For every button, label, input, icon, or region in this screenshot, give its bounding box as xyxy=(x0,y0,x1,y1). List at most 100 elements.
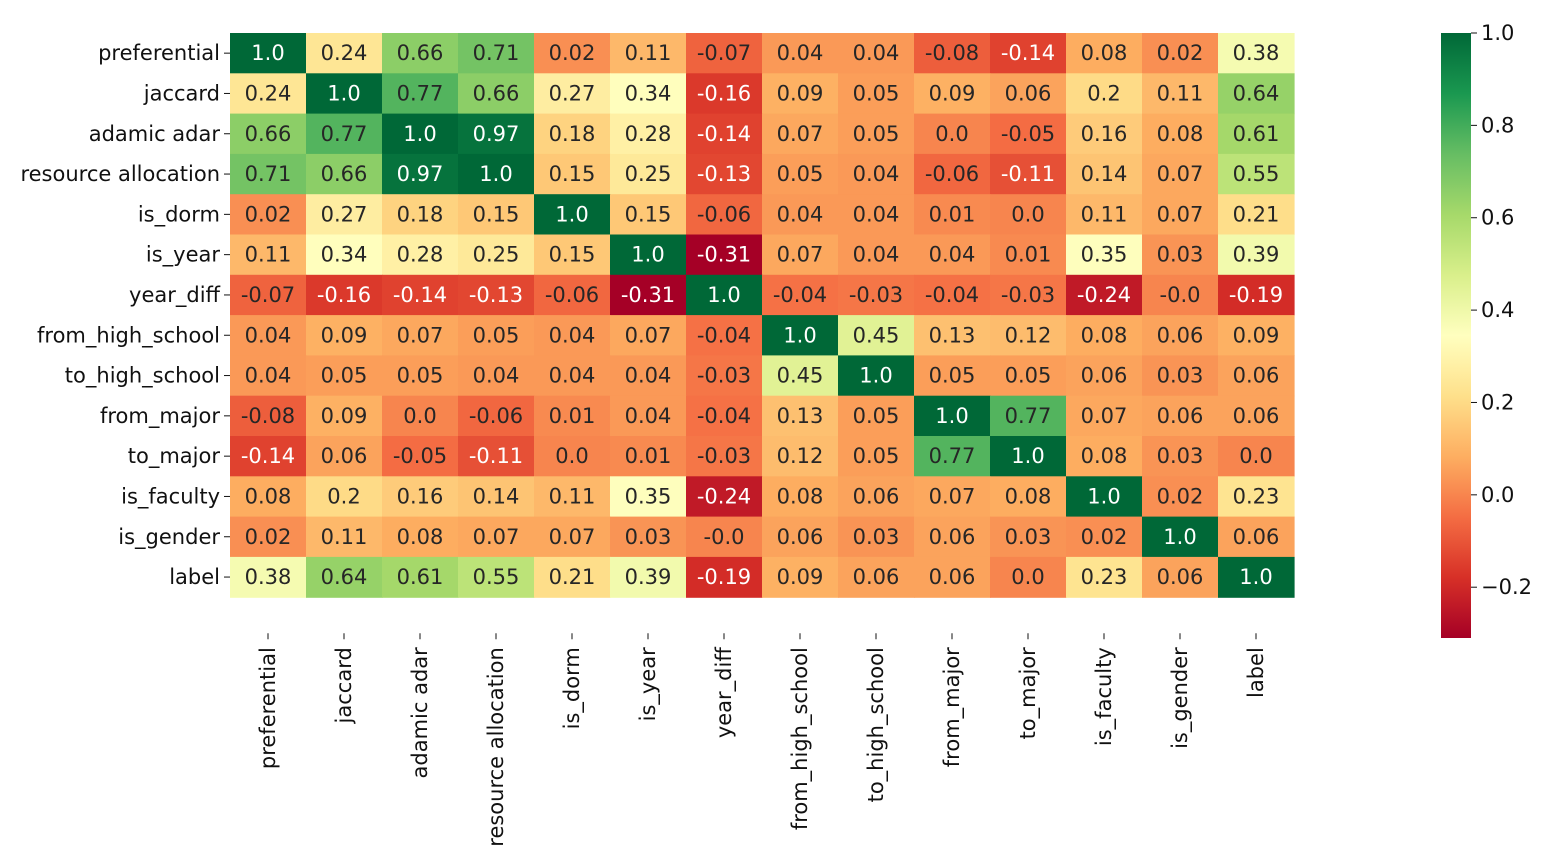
cell-value-label: 0.0 xyxy=(1011,565,1044,589)
heatmap-cell xyxy=(914,234,991,276)
heatmap-cell xyxy=(838,113,915,155)
cell-value-label: 1.0 xyxy=(555,202,588,226)
cell-value-label: -0.06 xyxy=(925,162,979,186)
cell-value-label: 0.03 xyxy=(853,525,900,549)
heatmap-cell xyxy=(990,556,1067,598)
heatmap-cell xyxy=(534,73,611,115)
cell-value-label: 0.03 xyxy=(1157,444,1204,468)
heatmap-cell xyxy=(306,516,383,558)
heatmap-cell xyxy=(686,33,763,74)
heatmap-cell xyxy=(1142,234,1219,276)
heatmap-cell xyxy=(1218,355,1295,397)
cell-value-label: 0.71 xyxy=(473,41,520,65)
cell-value-label: 0.04 xyxy=(929,243,976,267)
cell-value-label: 0.07 xyxy=(397,323,444,347)
column-tick-label: is_gender xyxy=(1168,647,1193,749)
cell-value-label: 0.15 xyxy=(549,162,596,186)
heatmap-cell xyxy=(990,315,1067,356)
cell-value-label: 0.06 xyxy=(321,444,368,468)
heatmap-cell xyxy=(1066,234,1143,276)
heatmap-cell xyxy=(914,436,991,477)
cell-value-label: 0.13 xyxy=(777,404,824,428)
heatmap-cell xyxy=(610,234,687,276)
heatmap-cell xyxy=(838,274,915,316)
cell-value-label: 1.0 xyxy=(1163,525,1196,549)
heatmap-cell xyxy=(990,274,1067,316)
heatmap-cell xyxy=(534,234,611,276)
heatmap-cell xyxy=(838,556,915,598)
heatmap-cell xyxy=(610,33,687,74)
cell-value-label: 0.06 xyxy=(1233,404,1280,428)
cell-value-label: 0.02 xyxy=(1081,525,1128,549)
cell-value-label: 0.07 xyxy=(549,525,596,549)
cell-value-label: 0.38 xyxy=(1233,41,1280,65)
heatmap-cell xyxy=(382,73,459,115)
cell-value-label: 0.08 xyxy=(777,484,824,508)
column-tick-label: resource allocation xyxy=(484,647,508,847)
cell-value-label: 0.04 xyxy=(853,243,900,267)
cell-value-label: 0.05 xyxy=(777,162,824,186)
cell-value-label: 0.08 xyxy=(1081,444,1128,468)
heatmap-cell xyxy=(1142,194,1219,236)
heatmap-cell xyxy=(686,274,763,316)
heatmap-cell xyxy=(1066,476,1143,518)
heatmap-cell xyxy=(230,556,307,598)
heatmap-cell xyxy=(1066,153,1143,195)
cell-value-label: 0.06 xyxy=(929,565,976,589)
heatmap-cell xyxy=(762,274,839,316)
cell-value-label: 0.02 xyxy=(549,41,596,65)
heatmap-cell xyxy=(990,476,1067,518)
cell-value-label: 0.77 xyxy=(1005,404,1052,428)
cell-value-label: 0.0 xyxy=(935,122,968,146)
cell-value-label: 0.08 xyxy=(245,484,292,508)
heatmap-cell xyxy=(838,153,915,195)
cell-value-label: 0.2 xyxy=(1087,81,1120,105)
heatmap-cell xyxy=(382,315,459,356)
cell-value-label: 0.01 xyxy=(1005,243,1052,267)
heatmap-cell xyxy=(230,274,307,316)
heatmap-cell xyxy=(458,113,535,155)
heatmap-cell xyxy=(1066,194,1143,236)
cell-value-label: 0.05 xyxy=(853,404,900,428)
column-tick-label: label xyxy=(1244,647,1268,698)
colorbar-tick-label: 0.4 xyxy=(1481,298,1514,322)
column-tick-label: adamic adar xyxy=(408,647,432,779)
cell-value-label: -0.13 xyxy=(469,283,523,307)
heatmap-cell xyxy=(610,395,687,437)
heatmap-cell xyxy=(686,516,763,558)
column-tick-label: is_year xyxy=(636,647,661,721)
heatmap-cell xyxy=(686,355,763,397)
cell-value-label: 0.18 xyxy=(549,122,596,146)
cell-value-label: 0.07 xyxy=(777,122,824,146)
heatmap-cell xyxy=(458,355,535,397)
cell-value-label: 0.97 xyxy=(473,122,520,146)
cell-value-label: 0.05 xyxy=(321,364,368,388)
cell-value-label: 0.11 xyxy=(549,484,596,508)
heatmap-cell xyxy=(838,476,915,518)
cell-value-label: 0.05 xyxy=(929,364,976,388)
cell-value-label: 0.01 xyxy=(549,404,596,428)
cell-value-label: 0.08 xyxy=(1157,122,1204,146)
cell-value-label: 0.97 xyxy=(397,162,444,186)
heatmap-cell xyxy=(1142,355,1219,397)
heatmap-cell xyxy=(686,395,763,437)
heatmap-cell xyxy=(458,315,535,356)
cell-value-label: 1.0 xyxy=(1011,444,1044,468)
heatmap-cell xyxy=(382,476,459,518)
cell-value-label: -0.08 xyxy=(241,404,295,428)
heatmap-cell xyxy=(990,73,1067,115)
heatmap-cell xyxy=(762,436,839,477)
heatmap-cell xyxy=(686,436,763,477)
cell-value-label: -0.03 xyxy=(849,283,903,307)
heatmap-cell xyxy=(382,556,459,598)
heatmap-cell xyxy=(914,274,991,316)
cell-value-label: 1.0 xyxy=(479,162,512,186)
heatmap-cell xyxy=(762,113,839,155)
heatmap-cell xyxy=(458,476,535,518)
cell-value-label: 0.03 xyxy=(625,525,672,549)
cell-value-label: 0.21 xyxy=(549,565,596,589)
cell-value-label: 0.04 xyxy=(549,323,596,347)
cell-value-label: 0.08 xyxy=(1081,323,1128,347)
heatmap-cell xyxy=(762,194,839,236)
heatmap-cell xyxy=(914,476,991,518)
